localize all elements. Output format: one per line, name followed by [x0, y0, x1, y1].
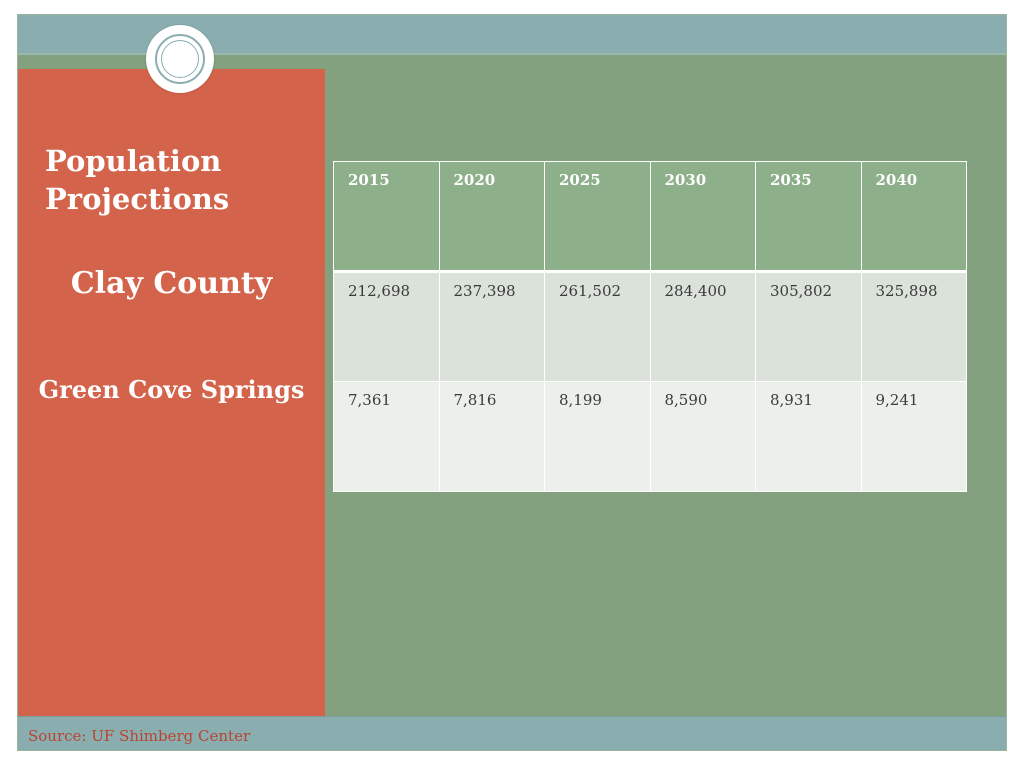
county-label: Clay County	[70, 266, 273, 301]
circle-ring	[155, 34, 205, 84]
table-row: 212,698 237,398 261,502 284,400 305,802 …	[333, 271, 967, 382]
table-header-row: 2015 2020 2025 2030 2035 2040	[333, 161, 967, 273]
concentric-circle-icon	[146, 25, 214, 93]
circle-ring-inner	[161, 40, 199, 78]
slide: Population Projections Clay County Green…	[17, 14, 1007, 751]
table-cell: 261,502	[544, 271, 651, 382]
table-cell: 212,698	[333, 271, 440, 382]
table-cell: 7,361	[333, 381, 440, 492]
table-cell: 284,400	[649, 271, 756, 382]
header-year-2020: 2020	[438, 161, 545, 273]
slide-title: Population Projections	[45, 144, 230, 216]
city-label: Green Cove Springs	[38, 375, 305, 404]
table-cell: 8,199	[544, 381, 651, 492]
header-year-2040: 2040	[860, 161, 967, 273]
header-year-2015: 2015	[333, 161, 440, 273]
table-cell: 7,816	[438, 381, 545, 492]
source-note: Source: UF Shimberg Center	[28, 727, 251, 745]
table-row: 7,361 7,816 8,199 8,590 8,931 9,241	[333, 381, 967, 492]
bottom-band: Source: UF Shimberg Center	[18, 716, 1006, 750]
table-cell: 8,590	[649, 381, 756, 492]
header-year-2025: 2025	[544, 161, 651, 273]
header-year-2035: 2035	[755, 161, 862, 273]
table-cell: 325,898	[860, 271, 967, 382]
table-cell: 8,931	[755, 381, 862, 492]
table-cell: 237,398	[438, 271, 545, 382]
top-band-divider	[18, 53, 1006, 55]
table-cell: 9,241	[860, 381, 967, 492]
table-cell: 305,802	[755, 271, 862, 382]
left-panel: Population Projections Clay County Green…	[18, 69, 325, 716]
population-table: 2015 2020 2025 2030 2035 2040 212,698 23…	[333, 161, 967, 492]
header-year-2030: 2030	[649, 161, 756, 273]
